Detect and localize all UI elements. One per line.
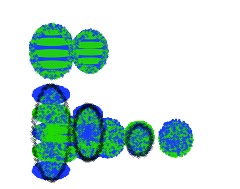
Polygon shape (32, 85, 70, 104)
Polygon shape (73, 123, 103, 142)
Polygon shape (32, 141, 70, 161)
Polygon shape (30, 50, 75, 57)
Polygon shape (40, 70, 63, 77)
Polygon shape (41, 114, 85, 162)
Polygon shape (37, 28, 67, 35)
Polygon shape (32, 122, 70, 142)
Polygon shape (31, 38, 73, 45)
Polygon shape (90, 118, 126, 158)
Polygon shape (125, 123, 153, 157)
Polygon shape (74, 58, 106, 64)
Polygon shape (123, 121, 155, 152)
Polygon shape (77, 33, 102, 39)
Polygon shape (45, 146, 82, 153)
Polygon shape (73, 42, 107, 48)
Polygon shape (159, 119, 192, 153)
Polygon shape (73, 141, 103, 160)
Polygon shape (72, 49, 107, 55)
Polygon shape (42, 136, 85, 142)
Polygon shape (80, 66, 99, 72)
Polygon shape (32, 160, 70, 180)
Polygon shape (73, 105, 103, 124)
Polygon shape (33, 61, 71, 68)
Polygon shape (43, 127, 84, 133)
Polygon shape (54, 156, 72, 162)
Polygon shape (29, 23, 75, 79)
Polygon shape (72, 29, 108, 73)
Polygon shape (158, 122, 194, 158)
Polygon shape (32, 104, 70, 123)
Polygon shape (48, 119, 79, 125)
